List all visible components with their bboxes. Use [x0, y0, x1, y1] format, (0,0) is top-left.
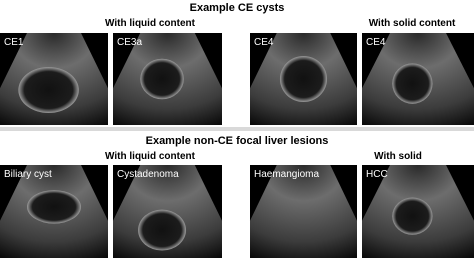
ultrasound-image: Biliary cyst	[0, 165, 108, 258]
panels: CE1 CE3a CE4 CE4 Biliary cyst Cystadenoma Haem…	[0, 33, 474, 258]
group-title: With liquid content	[105, 18, 196, 29]
image-label: CE4	[254, 37, 274, 48]
ultrasound-image: Cystadenoma	[113, 165, 222, 258]
lesion	[18, 67, 79, 114]
lesion	[392, 63, 433, 104]
group-title: With solid content	[369, 18, 456, 29]
ultrasound-image: HCC	[362, 165, 474, 258]
image-label: CE4	[366, 37, 386, 48]
ultrasound-image: CE4	[250, 33, 357, 125]
image-label: Cystadenoma	[117, 169, 179, 180]
image-label: CE1	[4, 37, 24, 48]
ultrasound-image: CE3a	[113, 33, 222, 125]
scan-fan	[250, 165, 357, 258]
image-label: CE3a	[117, 37, 142, 48]
group-title: With liquid content	[105, 151, 196, 162]
image-label: HCC	[366, 169, 388, 180]
ultrasound-image: CE4	[362, 33, 474, 125]
separator	[0, 127, 474, 131]
ultrasound-image: CE1	[0, 33, 108, 125]
lesion	[27, 190, 81, 224]
image-label: Biliary cyst	[4, 169, 52, 180]
lesion	[140, 58, 184, 100]
lesion	[279, 56, 328, 102]
image-label: Haemangioma	[254, 169, 319, 180]
lesion	[138, 209, 187, 251]
section-title: Example non-CE focal liver lesions	[146, 135, 329, 147]
ultrasound-image: Haemangioma	[250, 165, 357, 258]
section-title: Example CE cysts	[190, 2, 285, 14]
group-title: With solid	[374, 151, 422, 162]
lesion	[392, 197, 433, 235]
